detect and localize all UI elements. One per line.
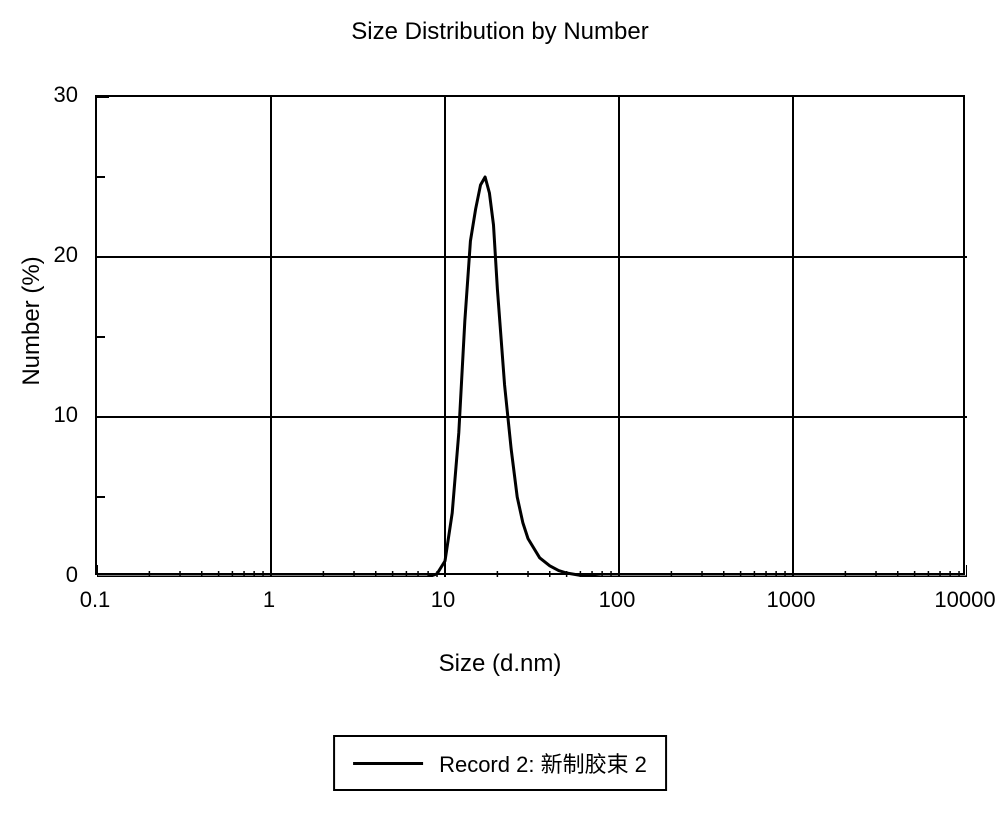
x-tick-label: 1000 bbox=[767, 587, 816, 613]
legend-swatch-line bbox=[353, 762, 423, 765]
y-tick-labels: 0102030 bbox=[0, 95, 90, 575]
plot-area bbox=[95, 95, 965, 575]
x-tick-label: 0.1 bbox=[80, 587, 111, 613]
x-tick-label: 10000 bbox=[934, 587, 995, 613]
legend: Record 2: 新制胶束 2 bbox=[333, 735, 667, 791]
x-tick-labels: 0.1110100100010000 bbox=[95, 577, 965, 617]
y-tick-label: 20 bbox=[8, 242, 78, 268]
x-axis-label: Size (d.nm) bbox=[0, 650, 1000, 678]
y-tick-label: 30 bbox=[8, 82, 78, 108]
chart-title: Size Distribution by Number bbox=[0, 18, 1000, 46]
legend-label: Record 2: 新制胶束 2 bbox=[439, 747, 647, 779]
y-tick-label: 10 bbox=[8, 402, 78, 428]
plot-svg bbox=[97, 97, 967, 577]
x-tick-label: 10 bbox=[431, 587, 455, 613]
x-tick-label: 100 bbox=[599, 587, 636, 613]
y-tick-label: 0 bbox=[8, 562, 78, 588]
chart-container: Size Distribution by Number Number (%) 0… bbox=[0, 0, 1000, 821]
x-tick-label: 1 bbox=[263, 587, 275, 613]
